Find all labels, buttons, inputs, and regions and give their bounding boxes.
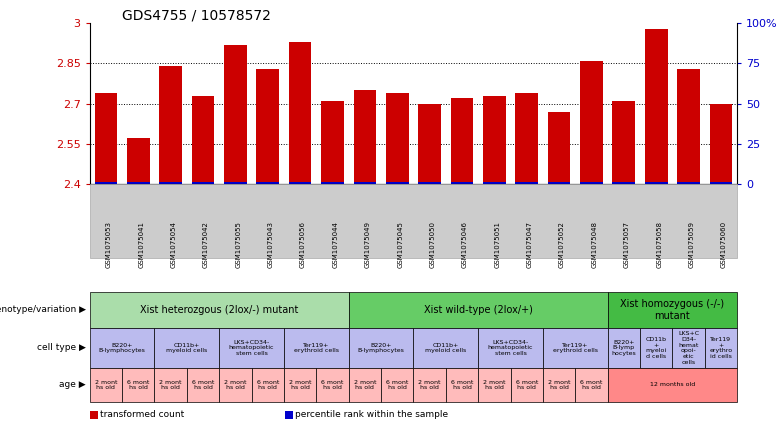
Bar [645,182,668,184]
Text: GSM1075042: GSM1075042 [203,221,209,268]
Text: GDS4755 / 10578572: GDS4755 / 10578572 [122,8,271,22]
Bar [548,182,570,184]
Text: B220+
B-lymphocytes: B220+ B-lymphocytes [98,343,146,353]
Bar [386,182,409,184]
Text: LKS+CD34-
hematopoietic
stem cells: LKS+CD34- hematopoietic stem cells [229,340,275,356]
Text: GSM1075052: GSM1075052 [559,221,565,268]
Text: B220+
B-lymp
hocytes: B220+ B-lymp hocytes [612,340,636,356]
Text: GSM1075054: GSM1075054 [171,221,176,268]
Text: 2 mont
hs old: 2 mont hs old [289,379,311,390]
Text: 6 mont
hs old: 6 mont hs old [516,379,538,390]
Bar [321,182,344,184]
Bar [677,69,700,184]
Text: GSM1075055: GSM1075055 [236,221,241,268]
Bar [289,42,311,184]
Text: GSM1075049: GSM1075049 [365,221,370,268]
Bar [94,93,117,184]
Text: LKS+CD34-
hematopoietic
stem cells: LKS+CD34- hematopoietic stem cells [488,340,534,356]
Text: 2 mont
hs old: 2 mont hs old [418,379,441,390]
Bar [451,182,473,184]
Bar [710,104,732,184]
Text: 6 mont
hs old: 6 mont hs old [257,379,279,390]
Bar [353,90,376,184]
Text: GSM1075046: GSM1075046 [462,221,468,268]
Text: 6 mont
hs old: 6 mont hs old [127,379,150,390]
Text: Xist wild-type (2lox/+): Xist wild-type (2lox/+) [424,305,533,315]
Text: transformed count: transformed count [100,410,184,420]
Bar [127,138,150,184]
Text: 6 mont
hs old: 6 mont hs old [580,379,603,390]
Bar [224,45,246,184]
Text: GSM1075048: GSM1075048 [591,221,597,268]
Bar [483,182,505,184]
Text: CD11b+
myeloid cells: CD11b+ myeloid cells [425,343,466,353]
Text: GSM1075044: GSM1075044 [332,221,339,268]
Text: GSM1075059: GSM1075059 [689,221,694,268]
Text: Xist heterozgous (2lox/-) mutant: Xist heterozgous (2lox/-) mutant [140,305,299,315]
Bar [257,69,279,184]
Bar [192,182,214,184]
Text: cell type ▶: cell type ▶ [37,343,86,352]
Bar [710,182,732,184]
Text: Ter119+
erythroid cells: Ter119+ erythroid cells [294,343,339,353]
Text: GSM1075047: GSM1075047 [526,221,533,268]
Text: age ▶: age ▶ [59,380,86,390]
Bar [353,182,376,184]
Text: 12 months old: 12 months old [650,382,695,387]
Bar [94,182,117,184]
Text: GSM1075058: GSM1075058 [656,221,662,268]
Text: CD11b+
myeloid cells: CD11b+ myeloid cells [166,343,207,353]
Text: 2 mont
hs old: 2 mont hs old [224,379,246,390]
Bar [418,182,441,184]
Bar [483,96,505,184]
Text: GSM1075057: GSM1075057 [624,221,629,268]
Text: 6 mont
hs old: 6 mont hs old [386,379,409,390]
Text: GSM1075056: GSM1075056 [300,221,306,268]
Bar [516,182,538,184]
Text: 2 mont
hs old: 2 mont hs old [548,379,570,390]
Text: percentile rank within the sample: percentile rank within the sample [295,410,448,420]
Bar [386,93,409,184]
Text: GSM1075051: GSM1075051 [495,221,500,268]
Bar [257,182,279,184]
Bar [580,182,603,184]
Bar [159,66,182,184]
Text: LKS+C
D34-
hemat
opoi-
etic
cells: LKS+C D34- hemat opoi- etic cells [678,331,699,365]
Text: 2 mont
hs old: 2 mont hs old [94,379,117,390]
Text: B220+
B-lymphocytes: B220+ B-lymphocytes [357,343,405,353]
Text: 2 mont
hs old: 2 mont hs old [159,379,182,390]
Bar [127,182,150,184]
Text: 2 mont
hs old: 2 mont hs old [483,379,505,390]
Text: genotype/variation ▶: genotype/variation ▶ [0,305,86,314]
Bar [612,182,635,184]
Bar [580,61,603,184]
Bar [645,29,668,184]
Text: GSM1075060: GSM1075060 [721,221,727,268]
Text: GSM1075041: GSM1075041 [138,221,144,268]
Bar [289,182,311,184]
Bar [224,182,246,184]
Text: 2 mont
hs old: 2 mont hs old [353,379,376,390]
Bar [418,104,441,184]
Text: GSM1075050: GSM1075050 [430,221,435,268]
Text: 6 mont
hs old: 6 mont hs old [192,379,214,390]
Text: GSM1075043: GSM1075043 [268,221,274,268]
Text: 6 mont
hs old: 6 mont hs old [321,379,344,390]
Text: Ter119+
erythroid cells: Ter119+ erythroid cells [553,343,597,353]
Bar [451,98,473,184]
Text: CD11b
+
myeloi
d cells: CD11b + myeloi d cells [646,337,667,359]
Bar [548,112,570,184]
Bar [159,182,182,184]
Text: GSM1075045: GSM1075045 [397,221,403,268]
Text: Ter119
+
erythro
id cells: Ter119 + erythro id cells [709,337,732,359]
Text: Xist homozygous (-/-)
mutant: Xist homozygous (-/-) mutant [620,299,725,321]
Text: GSM1075053: GSM1075053 [106,221,112,268]
Bar [677,182,700,184]
Bar [612,101,635,184]
Bar [321,101,344,184]
Bar [516,93,538,184]
Text: 6 mont
hs old: 6 mont hs old [451,379,473,390]
Bar [192,96,214,184]
